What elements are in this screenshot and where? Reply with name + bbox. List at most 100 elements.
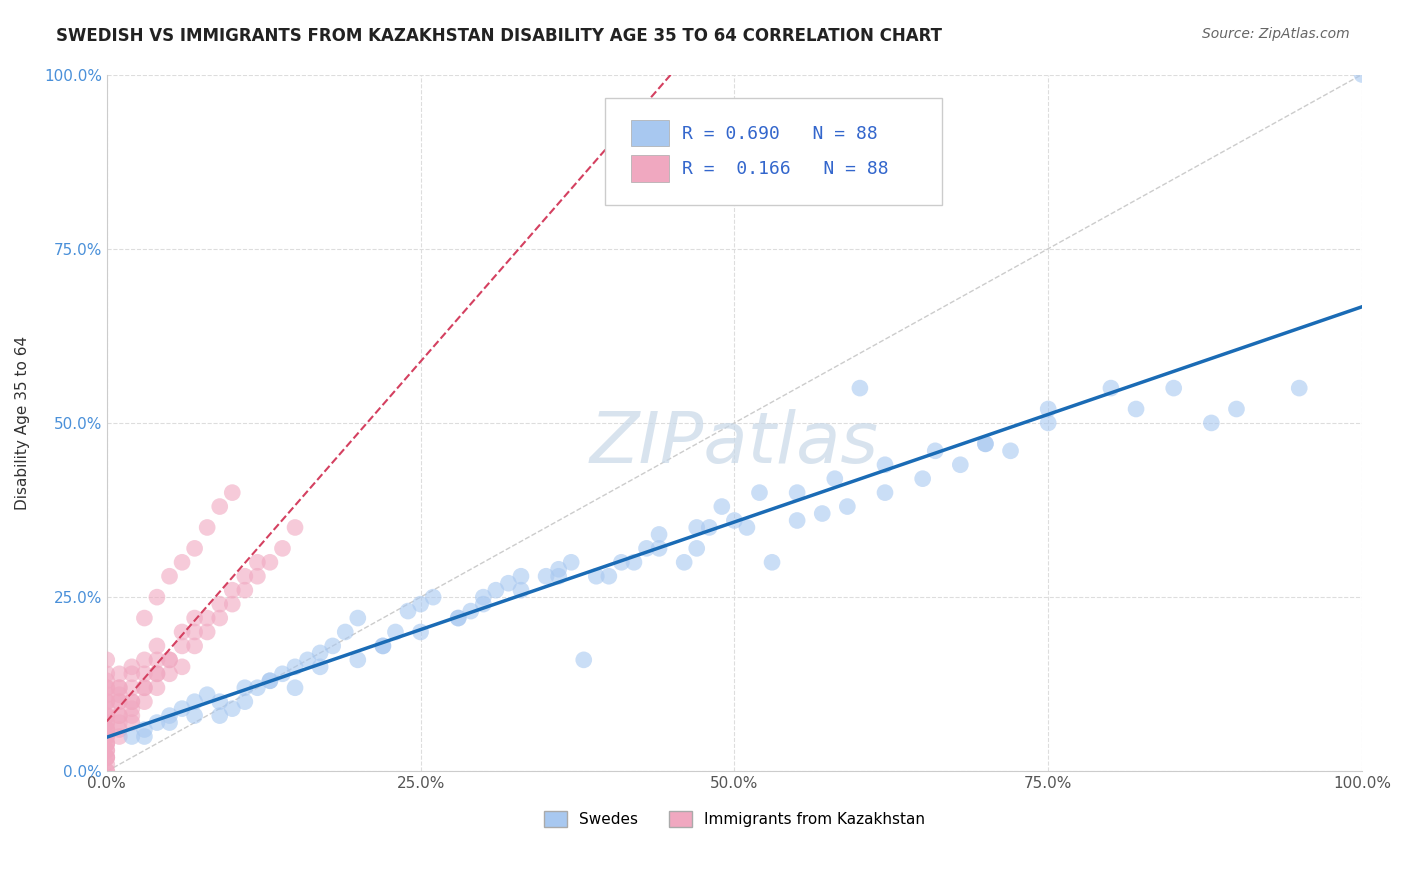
Immigrants from Kazakhstan bbox=[121, 695, 143, 709]
Swedes bbox=[1099, 381, 1122, 395]
Swedes bbox=[371, 639, 394, 653]
Swedes bbox=[824, 472, 846, 486]
Immigrants from Kazakhstan bbox=[108, 695, 131, 709]
Immigrants from Kazakhstan bbox=[96, 673, 118, 688]
Immigrants from Kazakhstan bbox=[170, 660, 193, 674]
Swedes bbox=[159, 708, 181, 723]
Immigrants from Kazakhstan bbox=[96, 681, 118, 695]
Immigrants from Kazakhstan bbox=[96, 666, 118, 681]
Swedes bbox=[572, 653, 595, 667]
Swedes bbox=[396, 604, 419, 618]
Swedes bbox=[284, 681, 307, 695]
Immigrants from Kazakhstan bbox=[271, 541, 294, 556]
Immigrants from Kazakhstan bbox=[134, 666, 156, 681]
Swedes bbox=[183, 708, 205, 723]
Text: R = 0.690   N = 88: R = 0.690 N = 88 bbox=[682, 125, 877, 143]
Swedes bbox=[547, 569, 569, 583]
Swedes bbox=[346, 653, 368, 667]
Immigrants from Kazakhstan bbox=[159, 653, 181, 667]
Immigrants from Kazakhstan bbox=[108, 730, 131, 744]
Immigrants from Kazakhstan bbox=[96, 757, 118, 772]
Swedes bbox=[585, 569, 607, 583]
Swedes bbox=[498, 576, 520, 591]
Swedes bbox=[259, 673, 281, 688]
Legend: Swedes, Immigrants from Kazakhstan: Swedes, Immigrants from Kazakhstan bbox=[538, 805, 931, 833]
Swedes bbox=[246, 681, 269, 695]
Immigrants from Kazakhstan bbox=[108, 723, 131, 737]
Text: Source: ZipAtlas.com: Source: ZipAtlas.com bbox=[1202, 27, 1350, 41]
Immigrants from Kazakhstan bbox=[221, 597, 243, 611]
Swedes bbox=[949, 458, 972, 472]
Immigrants from Kazakhstan bbox=[96, 715, 118, 730]
Swedes bbox=[134, 730, 156, 744]
Immigrants from Kazakhstan bbox=[96, 764, 118, 779]
Swedes bbox=[384, 625, 406, 640]
Swedes bbox=[1038, 402, 1060, 417]
Swedes bbox=[146, 715, 169, 730]
Immigrants from Kazakhstan bbox=[96, 736, 118, 750]
Immigrants from Kazakhstan bbox=[134, 695, 156, 709]
Immigrants from Kazakhstan bbox=[96, 695, 118, 709]
Immigrants from Kazakhstan bbox=[96, 723, 118, 737]
Swedes bbox=[271, 666, 294, 681]
Immigrants from Kazakhstan bbox=[108, 695, 131, 709]
Immigrants from Kazakhstan bbox=[233, 583, 256, 598]
Immigrants from Kazakhstan bbox=[284, 520, 307, 534]
Immigrants from Kazakhstan bbox=[146, 666, 169, 681]
Swedes bbox=[1000, 443, 1022, 458]
Immigrants from Kazakhstan bbox=[208, 611, 231, 625]
Swedes bbox=[409, 625, 432, 640]
Swedes bbox=[636, 541, 658, 556]
Immigrants from Kazakhstan bbox=[183, 639, 205, 653]
Immigrants from Kazakhstan bbox=[96, 750, 118, 764]
Immigrants from Kazakhstan bbox=[96, 723, 118, 737]
Swedes bbox=[409, 597, 432, 611]
Swedes bbox=[560, 555, 582, 569]
Swedes bbox=[723, 514, 745, 528]
Swedes bbox=[510, 569, 533, 583]
Swedes bbox=[1225, 402, 1247, 417]
Immigrants from Kazakhstan bbox=[121, 701, 143, 715]
Swedes bbox=[598, 569, 620, 583]
Y-axis label: Disability Age 35 to 64: Disability Age 35 to 64 bbox=[15, 336, 30, 510]
Swedes bbox=[748, 485, 770, 500]
Swedes bbox=[183, 695, 205, 709]
Swedes bbox=[322, 639, 344, 653]
Immigrants from Kazakhstan bbox=[121, 715, 143, 730]
Immigrants from Kazakhstan bbox=[108, 715, 131, 730]
Swedes bbox=[648, 541, 671, 556]
Swedes bbox=[1351, 68, 1374, 82]
Text: SWEDISH VS IMMIGRANTS FROM KAZAKHSTAN DISABILITY AGE 35 TO 64 CORRELATION CHART: SWEDISH VS IMMIGRANTS FROM KAZAKHSTAN DI… bbox=[56, 27, 942, 45]
Immigrants from Kazakhstan bbox=[208, 597, 231, 611]
Immigrants from Kazakhstan bbox=[96, 730, 118, 744]
Immigrants from Kazakhstan bbox=[121, 695, 143, 709]
Immigrants from Kazakhstan bbox=[108, 708, 131, 723]
Immigrants from Kazakhstan bbox=[96, 743, 118, 757]
Immigrants from Kazakhstan bbox=[108, 708, 131, 723]
Swedes bbox=[221, 701, 243, 715]
Immigrants from Kazakhstan bbox=[96, 653, 118, 667]
Immigrants from Kazakhstan bbox=[146, 639, 169, 653]
Swedes bbox=[974, 437, 997, 451]
Immigrants from Kazakhstan bbox=[159, 653, 181, 667]
Immigrants from Kazakhstan bbox=[96, 701, 118, 715]
Immigrants from Kazakhstan bbox=[121, 666, 143, 681]
Immigrants from Kazakhstan bbox=[96, 750, 118, 764]
Immigrants from Kazakhstan bbox=[96, 736, 118, 750]
Immigrants from Kazakhstan bbox=[159, 569, 181, 583]
Swedes bbox=[233, 681, 256, 695]
Text: ZIPatlas: ZIPatlas bbox=[591, 409, 879, 478]
Immigrants from Kazakhstan bbox=[96, 681, 118, 695]
Immigrants from Kazakhstan bbox=[170, 639, 193, 653]
Swedes bbox=[485, 583, 508, 598]
Immigrants from Kazakhstan bbox=[233, 569, 256, 583]
Swedes bbox=[233, 695, 256, 709]
Swedes bbox=[873, 485, 896, 500]
Swedes bbox=[547, 562, 569, 576]
Immigrants from Kazakhstan bbox=[159, 666, 181, 681]
Swedes bbox=[208, 695, 231, 709]
Immigrants from Kazakhstan bbox=[259, 555, 281, 569]
Immigrants from Kazakhstan bbox=[121, 660, 143, 674]
Swedes bbox=[447, 611, 470, 625]
Swedes bbox=[1201, 416, 1223, 430]
